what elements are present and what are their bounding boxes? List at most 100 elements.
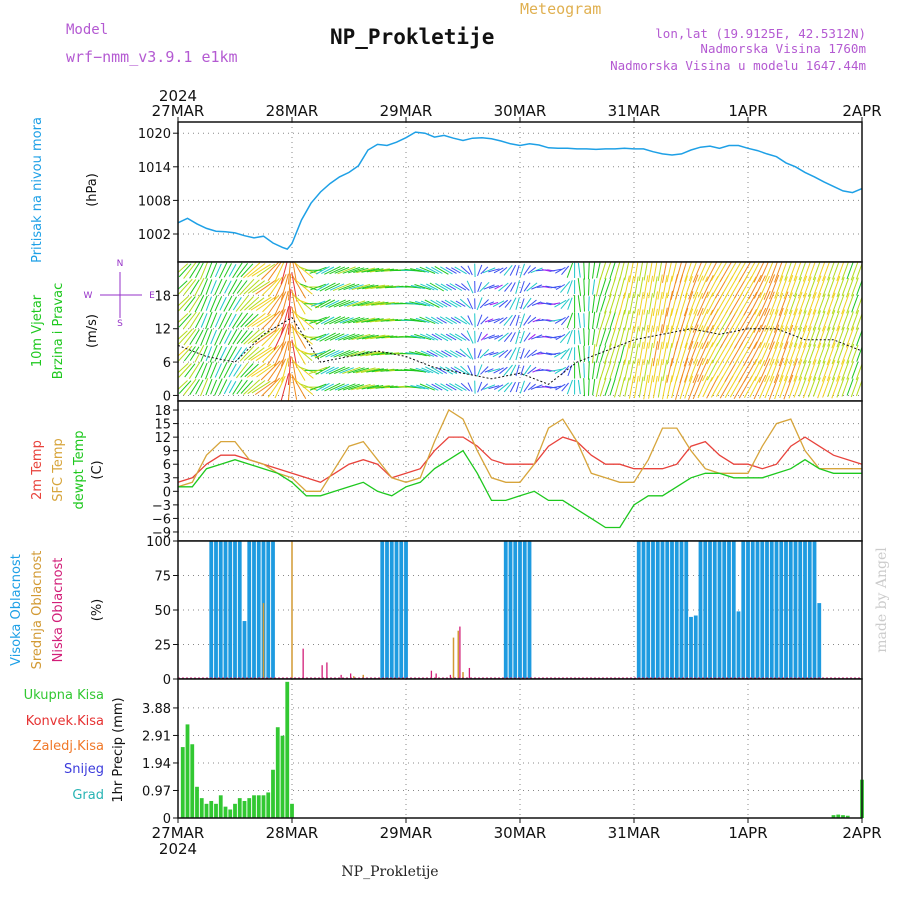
cloud-tick-label: 100 — [146, 535, 171, 550]
wind-vector — [466, 330, 474, 344]
wind-vector — [592, 361, 596, 380]
wind-vector — [477, 264, 483, 276]
wind-vector — [183, 279, 197, 296]
watermark: made by Angel — [874, 547, 890, 653]
wind-ylabel: 10m Vjetar — [30, 294, 45, 367]
wind-vector — [657, 376, 663, 398]
wind-vector — [769, 274, 780, 300]
wind-vector — [310, 283, 326, 291]
precip-bar — [214, 803, 218, 818]
wind-vector — [550, 352, 561, 356]
wind-vector — [657, 309, 663, 332]
wind-vector — [328, 299, 346, 308]
pressure-labels: Pritisak na nivou mora (hPa) — [30, 117, 100, 263]
precip-labels: Ukupna Kisa Konvek.Kisa Zaledj.Kisa Snij… — [24, 688, 126, 803]
wind-vector — [684, 308, 694, 333]
wind-vector — [788, 325, 798, 349]
wind-vector — [774, 342, 784, 365]
precip-bar — [185, 724, 190, 818]
high-cloud-bar — [209, 541, 214, 678]
wind-vector — [273, 323, 287, 351]
precip-tick-label: 2.91 — [142, 729, 171, 744]
wind-vector — [577, 263, 581, 278]
wind-vector — [503, 332, 513, 343]
wind-vector — [200, 313, 208, 328]
wind-vector — [831, 293, 841, 314]
wind-vector — [696, 341, 709, 367]
wind-vector — [527, 316, 537, 324]
wind-vector — [441, 350, 452, 358]
wind-vector — [604, 311, 612, 330]
precip-bar — [242, 800, 247, 818]
wind-vector — [773, 357, 784, 384]
wind-vector — [460, 333, 470, 342]
wind-vector — [337, 333, 356, 341]
wind-vector — [720, 293, 733, 315]
wind-vector — [783, 324, 794, 350]
wind-vector — [542, 285, 550, 289]
x-axis-ticks: 27MAR 27MAR 28MAR 28MAR 29MAR 29MAR 30MAR 30MAR… — [152, 102, 882, 842]
wind-vector — [243, 329, 260, 345]
wind-vector — [803, 293, 812, 314]
high-cloud-bar — [665, 541, 670, 678]
wind-vector — [404, 268, 422, 272]
wind-vector — [697, 326, 709, 348]
wind-vector — [484, 351, 495, 357]
wind-vector — [467, 382, 473, 392]
wind-vector — [445, 333, 457, 341]
high-cloud-bar — [380, 541, 385, 678]
wind-vector — [223, 362, 233, 379]
wind-vector — [523, 382, 531, 393]
wind-vector — [519, 263, 525, 278]
wind-vector — [600, 345, 607, 363]
wind-vector — [319, 349, 336, 359]
wind-vector — [798, 292, 807, 315]
location-coords: lon,lat (19.9125E, 42.5312N) — [655, 26, 866, 41]
wind-vector — [323, 315, 341, 325]
wind-vector — [841, 277, 850, 297]
wind-tick-label: 12 — [154, 323, 171, 338]
cloud-tick-label: 50 — [154, 604, 171, 619]
wind-vector — [439, 366, 454, 375]
wind-vector — [488, 385, 500, 390]
wind-vector — [769, 359, 779, 382]
wind-vector — [523, 265, 531, 276]
plot-panels: 1002100810141020061218−9−6−3036912151802… — [138, 121, 864, 827]
wind-vector — [807, 376, 817, 398]
wind-speed-line — [177, 316, 863, 385]
wind-vector — [309, 266, 327, 274]
wind-vector — [188, 361, 201, 379]
wind-vector — [754, 342, 766, 366]
wind-vector — [240, 330, 253, 344]
high-cloud-bar — [693, 615, 698, 678]
high-cloud-bar — [760, 541, 765, 678]
wind-vector — [189, 346, 200, 361]
wind-vector — [246, 362, 266, 378]
high-cloud-bar — [798, 541, 803, 678]
wind-vector — [827, 377, 836, 398]
cloud-tick-label: 75 — [154, 570, 171, 585]
wind-vector — [178, 313, 189, 324]
wind-vector — [243, 262, 261, 279]
wind-vector — [519, 280, 525, 294]
wind-vector — [560, 298, 570, 310]
high-cloud-bar — [518, 541, 522, 678]
low-cloud-bar — [340, 674, 342, 678]
wind-vector — [268, 276, 283, 298]
wind-vector — [793, 359, 803, 382]
wind-vector — [808, 277, 817, 297]
wind-tick-label: 0 — [163, 389, 171, 404]
wind-vector — [567, 347, 573, 361]
wind-vector — [515, 347, 520, 361]
wind-vector — [822, 326, 831, 348]
wind-vector — [454, 316, 468, 325]
precip-bar — [180, 747, 185, 818]
wind-vector — [251, 363, 272, 378]
wind-vector — [209, 345, 218, 363]
wind-vector — [807, 309, 817, 332]
high-cloud-bar — [679, 541, 684, 678]
wind-vector — [499, 316, 508, 324]
wind-vector — [520, 365, 525, 376]
wind-vector — [793, 341, 803, 366]
wind-vector — [420, 350, 435, 357]
